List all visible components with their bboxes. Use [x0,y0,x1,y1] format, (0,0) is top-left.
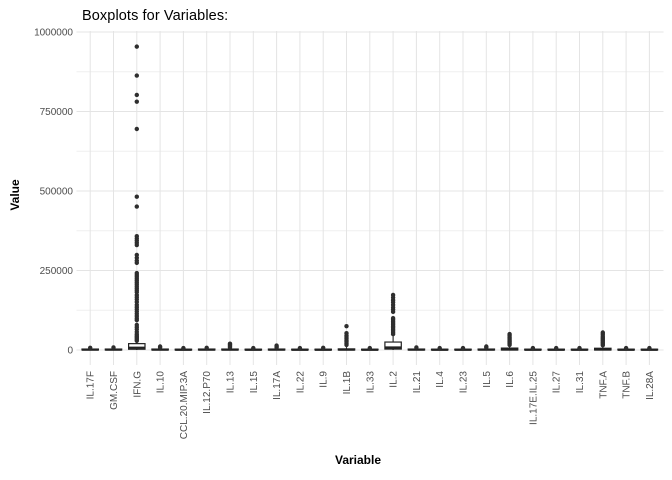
x-tick-label: IL.28A [645,371,656,400]
outlier-dot [390,292,396,298]
outlier-dot [507,331,512,337]
x-tick-label: IL.33 [365,371,376,394]
x-tick-label: IL.13 [226,371,237,394]
outlier-dot [251,345,256,351]
x-tick-label: TNF.B [622,371,633,399]
outlier-dot [344,330,349,336]
y-tick-label: 500000 [40,187,74,198]
outlier-dot [134,252,139,258]
x-tick-label: IL.17A [272,371,283,400]
x-tick-label: IL.22 [295,371,306,394]
outlier-dot [623,345,629,351]
outlier-dot [134,92,139,98]
outlier-dot [274,343,279,348]
outlier-dot [111,345,116,350]
outlier-dot [157,344,163,349]
x-tick-label: GM.CSF [109,371,120,410]
outlier-dot [647,345,652,351]
x-tick-label: IL.17F [86,371,97,399]
outlier-dot [227,341,233,346]
x-axis-title: Variable [334,453,382,467]
outlier-dot [134,233,139,239]
x-tick-label: IL.5 [482,371,493,388]
x-tick-label: IL.10 [156,371,167,394]
x-tick-label: IL.23 [459,371,470,394]
x-tick-label: IL.12.P70 [202,371,213,414]
outlier-dot [577,345,582,351]
box-rect [384,341,402,350]
outlier-dot [181,345,186,351]
chart-title: Boxplots for Variables: [82,8,229,24]
y-tick-label: 1000000 [34,28,73,39]
x-tick-label: IL.2 [389,371,400,388]
x-tick-label: IL.9 [319,371,330,388]
outlier-dot [437,345,442,351]
outlier-dot [600,330,605,335]
outlier-dot [367,345,372,351]
outlier-dot [554,345,559,351]
y-tick-label: 750000 [40,107,74,118]
x-tick-label: IL.1B [342,371,353,395]
x-tick-label: TNF.A [598,371,609,399]
outlier-dot [390,316,396,321]
outlier-dot [321,345,326,350]
outlier-dot [297,345,303,351]
outlier-dot [134,99,139,104]
outlier-dot [134,204,139,209]
outlier-dot [134,126,139,132]
x-tick-label: IFN.G [132,371,143,398]
y-tick-label: 0 [67,346,73,357]
outlier-dot [484,344,489,349]
outlier-dot [530,345,536,351]
x-tick-label: IL.17E.IL.25 [528,371,539,425]
x-tick-label: IL.15 [249,371,260,394]
outlier-dot [134,73,139,78]
outlier-dot [134,194,139,199]
y-tick-label: 250000 [40,266,74,277]
x-tick-label: IL.6 [505,371,516,388]
outlier-dot [134,270,139,276]
x-tick-label: CCL.20.MIP.3A [179,371,190,440]
x-tick-label: IL.31 [575,371,586,394]
outlier-dot [204,345,209,350]
box-rect [128,343,146,350]
outlier-dot [414,345,419,350]
x-tick-label: IL.4 [435,371,446,388]
x-tick-label: IL.21 [412,371,423,394]
outlier-dot [344,323,349,329]
outlier-dot [460,345,466,351]
outlier-dot [134,44,139,49]
outlier-dot [134,322,139,328]
outlier-dot [88,345,93,350]
x-tick-label: IL.27 [552,371,563,394]
